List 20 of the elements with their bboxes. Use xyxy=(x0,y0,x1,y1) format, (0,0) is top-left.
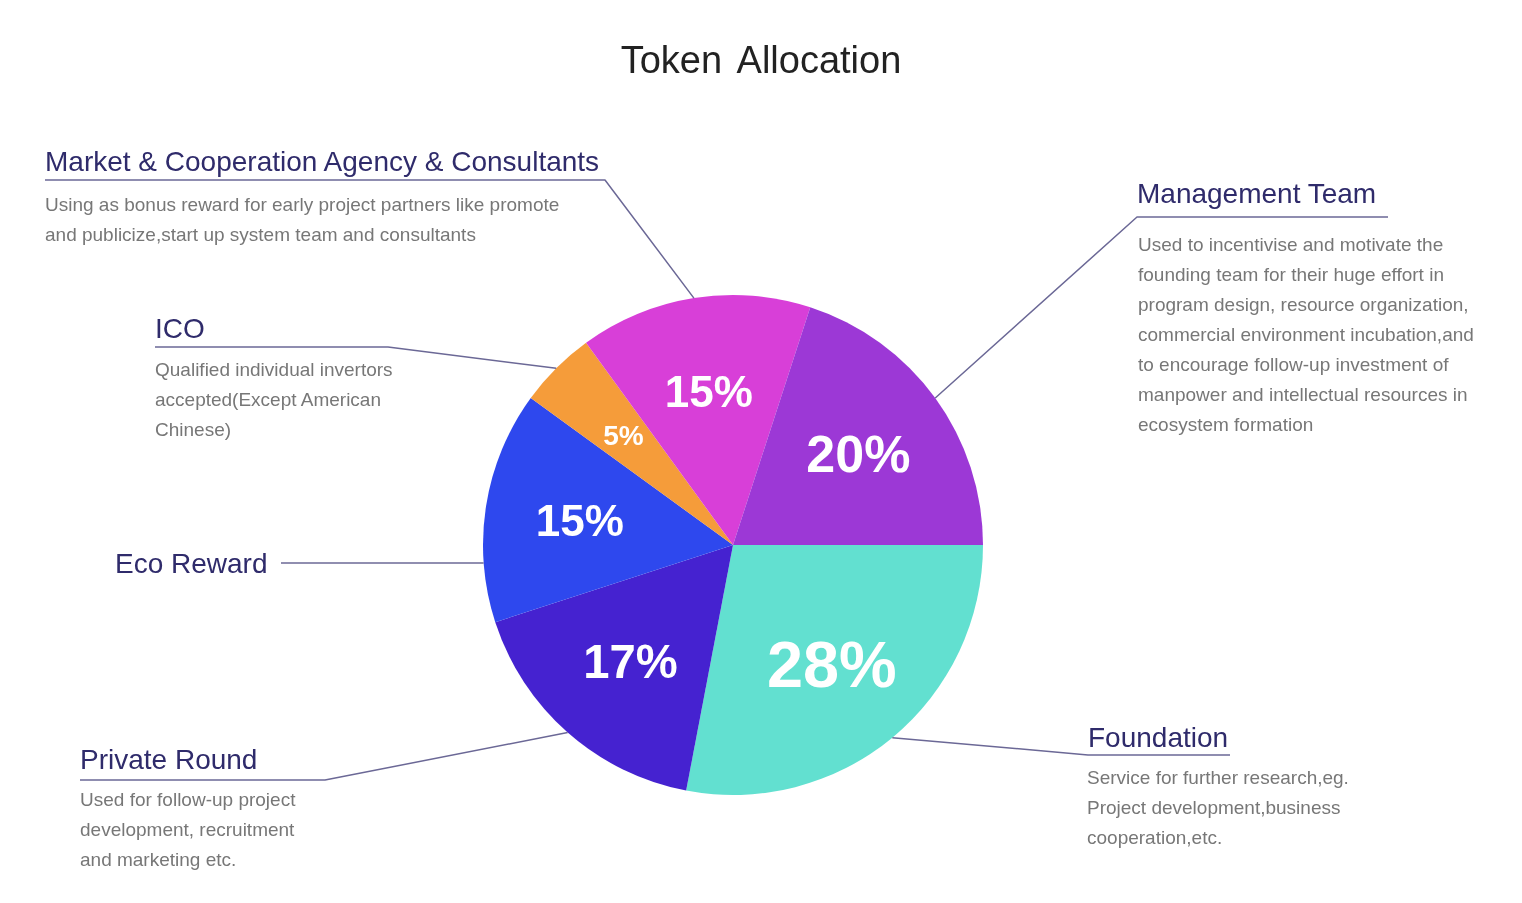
slice-label: Eco Reward xyxy=(115,548,268,579)
text: Used to incentivise and motivate the founding team for their huge effort in program design, resource organization, commercial environment incubation,and to encourage follow-up investment of manpower and intellectual resources in ecosystem formation xyxy=(1138,233,1475,437)
data-label: 15% xyxy=(664,367,753,417)
data-label: 5% xyxy=(603,419,644,451)
text: Using as bonus reward for early project partners like promote and publicize,start up system team and consultants xyxy=(45,193,561,247)
data-label: 28% xyxy=(766,627,897,701)
text: Qualified individual invertors accepted(Except American Chinese) xyxy=(155,358,394,442)
slice-label: Foundation xyxy=(1088,722,1229,753)
slice-label: Management Team xyxy=(1137,178,1377,209)
slice-label: Private Round xyxy=(80,744,258,775)
data-label: 17% xyxy=(583,634,678,688)
text: Used for follow-up project development, recruitment and marketing etc. xyxy=(80,788,297,872)
chart-title: Token Allocation xyxy=(619,39,903,81)
slice-label: ICO xyxy=(155,313,205,344)
pie-slice xyxy=(495,545,733,791)
data-label: 20% xyxy=(806,424,911,483)
text: Service for further research,eg. Project development,business cooperation,etc. xyxy=(1087,766,1350,850)
pie-slice xyxy=(686,545,983,795)
slice-label: Market & Cooperation Agency & Consultants xyxy=(45,146,600,177)
data-label: 15% xyxy=(535,496,624,546)
